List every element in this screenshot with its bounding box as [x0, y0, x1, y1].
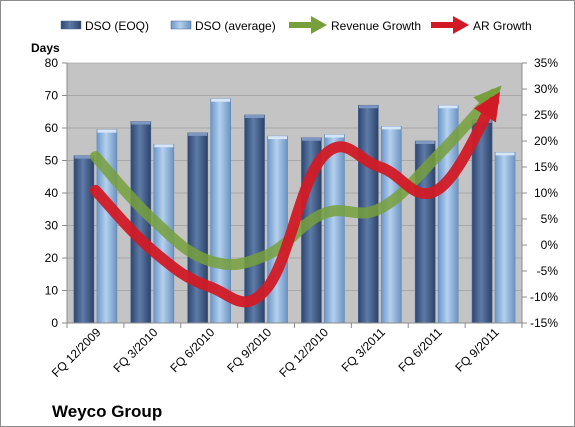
legend-label: Revenue Growth: [331, 19, 421, 33]
bar-top-highlight: [268, 136, 288, 140]
right-tick-label: -5%: [537, 264, 559, 278]
legend-dso-average: DSO (average): [170, 19, 276, 33]
right-axis: -15% -10% -5% 0% 5% 10% 15% 20% 25% 30% 35%: [521, 56, 559, 330]
bar-dso-eoq: [73, 155, 95, 324]
left-tick-label: 70: [45, 89, 59, 103]
right-tick-label: 30%: [534, 82, 558, 96]
left-tick-label: 40: [45, 186, 59, 200]
bar-dso-average: [267, 135, 288, 324]
x-tick-label: FQ 6/2010: [167, 325, 217, 375]
right-tick-label: 15%: [534, 160, 558, 174]
x-axis: FQ 12/2009 FQ 3/2010 FQ 6/2010 FQ 9/2010 FQ …: [49, 322, 523, 380]
bar-top-highlight: [324, 134, 344, 138]
line-series: [89, 85, 502, 308]
right-tick-label: 0%: [541, 238, 559, 252]
legend-swatch: [170, 20, 192, 30]
line-revenue-growth: [89, 85, 502, 271]
left-tick-label: 60: [45, 121, 59, 135]
left-tick-label: 20: [45, 251, 59, 265]
bar-top-highlight: [97, 129, 117, 133]
x-tick-label: FQ 3/2011: [339, 325, 389, 375]
y-axis-title: Days: [31, 41, 60, 55]
bar-top-highlight: [301, 137, 321, 141]
x-tick-label: FQ 3/2010: [110, 325, 160, 375]
x-tick-label: FQ 12/2009: [49, 325, 104, 380]
bar-top-highlight: [131, 121, 151, 125]
bar-top-highlight: [495, 152, 515, 156]
right-tick-label: 35%: [534, 56, 558, 70]
bar-top-highlight: [211, 98, 231, 102]
right-tick-label: -15%: [530, 316, 558, 330]
left-tick-label: 0: [51, 316, 58, 330]
left-tick-label: 30: [45, 219, 59, 233]
x-tick-label: FQ 9/2011: [452, 325, 502, 375]
legend-label: DSO (EOQ): [85, 19, 149, 33]
bar-top-highlight: [245, 115, 265, 118]
right-tick-label: 5%: [541, 212, 559, 226]
bar-top-highlight: [438, 105, 458, 109]
bar-top-highlight: [358, 105, 378, 109]
right-tick-label: 20%: [534, 134, 558, 148]
bar-top-highlight: [415, 141, 435, 144]
right-tick-label: 10%: [534, 186, 558, 200]
bar-dso-eoq: [471, 119, 493, 324]
x-tick-label: FQ 9/2010: [224, 325, 274, 375]
chart-title: Weyco Group: [52, 402, 162, 421]
bar-dso-average: [494, 152, 516, 324]
legend-swatch: [60, 20, 82, 30]
bar-dso-average: [381, 126, 402, 324]
bar-top-highlight: [188, 132, 208, 136]
line-ar-growth: [89, 91, 501, 308]
bar-top-highlight: [381, 126, 401, 130]
right-tick-label: -10%: [530, 290, 558, 304]
right-tick-label: 25%: [534, 108, 558, 122]
legend-label: AR Growth: [473, 19, 532, 33]
legend-revenue-growth: Revenue Growth: [289, 16, 421, 34]
legend-label: DSO (average): [195, 19, 276, 33]
left-tick-label: 80: [45, 56, 59, 70]
left-tick-label: 50: [45, 154, 59, 168]
bar-dso-average: [324, 134, 345, 324]
left-tick-label: 10: [45, 284, 59, 298]
x-tick-label: FQ 12/2010: [276, 325, 331, 380]
legend-arrowhead: [311, 16, 327, 34]
bar-dso-eoq: [187, 132, 208, 324]
bar-top-highlight: [154, 144, 174, 148]
legend-arrowhead: [453, 16, 469, 34]
legend-dso-eoq: DSO (EOQ): [60, 19, 149, 33]
bar-top-highlight: [74, 155, 94, 159]
legend-ar-growth: AR Growth: [431, 16, 532, 34]
x-tick-label: FQ 6/2011: [395, 325, 445, 375]
legend: DSO (EOQ) DSO (average) Revenue Growth AR G…: [60, 16, 532, 34]
